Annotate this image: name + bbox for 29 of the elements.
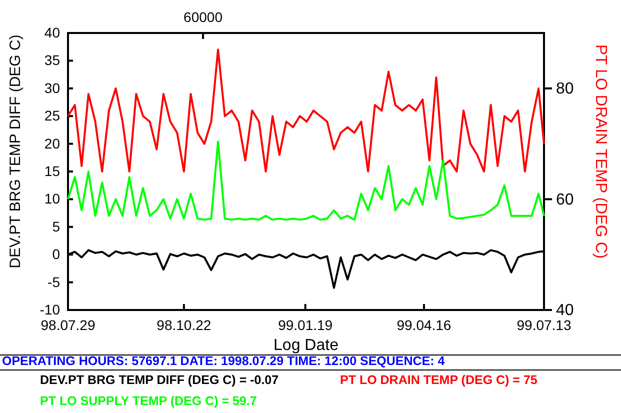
text: PT LO DRAIN TEMP (DEG C) = 75 [340, 373, 538, 387]
text: PT LO SUPPLY TEMP (DEG C) = 59.7 [40, 394, 257, 408]
y2-tick-label: 60 [556, 191, 574, 208]
line-series [67, 48, 545, 172]
y-axis-title: DEV.PT BRG TEMP DIFF (DEG C) [7, 34, 24, 268]
x-tick-label: 99.01.19 [278, 316, 333, 333]
y-tick-label: 0 [52, 246, 60, 262]
text: OPERATING HOURS: 57697.1 DATE: 1998.07.29 TIME: 12:00 SEQUENCE: 4 [2, 354, 445, 368]
annotation: 60000 [184, 9, 223, 25]
y-tick-label: 15 [44, 162, 60, 179]
y2-tick-label: 80 [556, 80, 574, 98]
text: DEV.PT BRG TEMP DIFF (DEG C) = -0.07 [40, 373, 279, 387]
y-tick-label: 25 [44, 108, 60, 124]
y2-tick-label: 40 [556, 302, 574, 320]
x-tick-label: 99.07.13 [516, 316, 572, 333]
line-series [67, 140, 545, 221]
y-tick-label: 10 [44, 190, 60, 207]
y-tick-label: 30 [44, 80, 60, 96]
y-tick-label: 40 [44, 24, 60, 40]
y2-axis-title: PT LO DRAIN TEMP (DEG C) [592, 44, 609, 259]
x-tick-label: 99.04.16 [396, 316, 452, 333]
x-tick-label: 98.10.22 [156, 316, 212, 333]
x-axis-title: Log Date [274, 337, 339, 354]
y-tick-label: -5 [48, 274, 60, 290]
x-tick-label: 98.07.29 [40, 316, 96, 333]
y-tick-label: 5 [52, 218, 60, 234]
y-tick-label: -10 [40, 301, 60, 318]
y-tick-label: 35 [44, 52, 60, 68]
y-tick-label: 20 [44, 135, 60, 152]
